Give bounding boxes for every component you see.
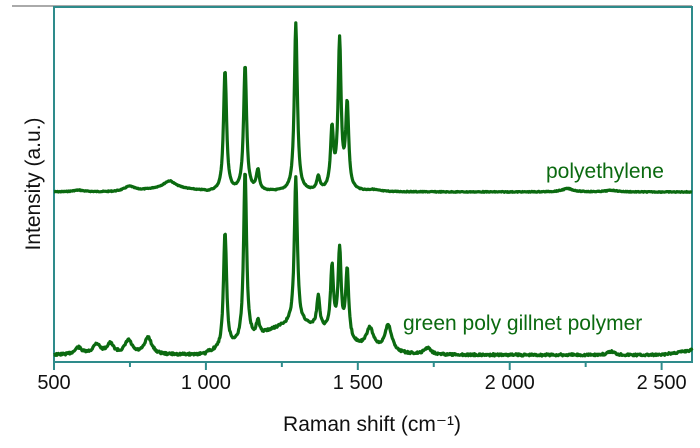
x-tick-label: 2 500	[636, 372, 687, 394]
series-label-polyethylene: polyethylene	[546, 160, 664, 183]
x-tick-label: 500	[37, 372, 71, 394]
series-label-gillnet-polymer: green poly gillnet polymer	[403, 312, 643, 335]
series-line-gillnet-polymer	[53, 172, 694, 358]
plot-frame	[53, 6, 693, 363]
x-axis-title: Raman shift (cm⁻¹)	[283, 413, 461, 436]
x-tick-label: 1 000	[180, 372, 231, 394]
series-line-polyethylene	[53, 21, 693, 194]
y-axis-title: Intensity (a.u.)	[22, 117, 45, 251]
x-tick-label: 1 500	[332, 372, 383, 394]
x-axis-ticks	[53, 362, 663, 370]
x-tick-label: 2 000	[484, 372, 535, 394]
